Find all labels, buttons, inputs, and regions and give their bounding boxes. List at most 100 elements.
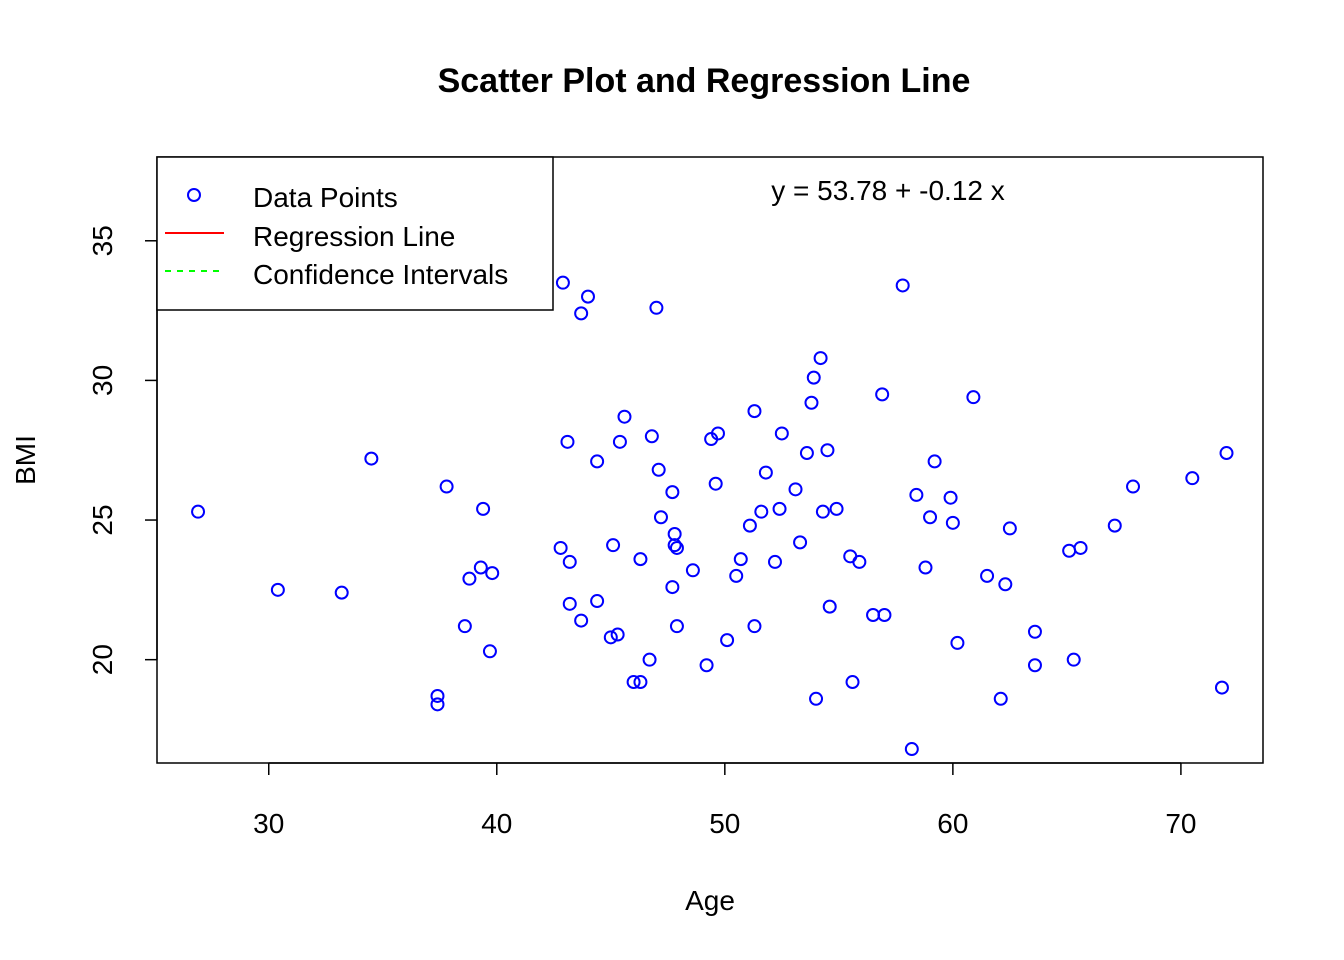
y-axis-label: BMI — [10, 435, 41, 485]
data-point — [1027, 624, 1042, 639]
data-point — [580, 289, 595, 304]
data-point — [710, 426, 725, 441]
data-point — [708, 476, 723, 491]
data-point — [845, 675, 860, 690]
data-point — [822, 599, 837, 614]
data-point — [476, 501, 491, 516]
y-tick-label: 20 — [87, 644, 118, 675]
data-point — [1002, 521, 1017, 536]
data-point — [642, 652, 657, 667]
data-point — [813, 351, 828, 366]
y-tick-label: 35 — [87, 225, 118, 256]
data-point — [364, 451, 379, 466]
data-point — [574, 613, 589, 628]
data-point — [742, 518, 757, 533]
y-tick-label: 30 — [87, 365, 118, 396]
y-tick-label: 25 — [87, 504, 118, 535]
legend-circle-icon — [187, 188, 201, 202]
data-point — [644, 429, 659, 444]
data-point — [1126, 479, 1141, 494]
data-point — [439, 479, 454, 494]
chart-title: Scatter Plot and Regression Line — [438, 62, 971, 100]
data-point — [809, 691, 824, 706]
data-point — [918, 560, 933, 575]
data-point — [649, 300, 664, 315]
data-point — [430, 688, 445, 703]
data-point — [562, 554, 577, 569]
data-point — [799, 446, 814, 461]
data-point — [1107, 518, 1122, 533]
data-point — [685, 563, 700, 578]
data-point — [788, 482, 803, 497]
data-point — [617, 409, 632, 424]
data-point — [747, 404, 762, 419]
data-point — [980, 568, 995, 583]
data-point — [667, 538, 682, 553]
data-point — [1185, 471, 1200, 486]
data-point — [877, 607, 892, 622]
data-point — [1062, 543, 1077, 558]
data-point — [669, 619, 684, 634]
data-point — [191, 504, 206, 519]
data-point — [430, 697, 445, 712]
data-point — [1219, 446, 1234, 461]
x-axis: 30 40 50 60 70 — [253, 762, 1196, 839]
data-point — [909, 487, 924, 502]
data-point — [633, 552, 648, 567]
data-point — [603, 630, 618, 645]
data-point — [829, 501, 844, 516]
data-point — [699, 658, 714, 673]
data-point — [612, 434, 627, 449]
data-point — [754, 504, 769, 519]
data-point — [747, 619, 762, 634]
x-tick-label: 50 — [709, 808, 740, 839]
data-point — [665, 580, 680, 595]
data-point — [943, 490, 958, 505]
data-point — [720, 633, 735, 648]
data-point — [866, 607, 881, 622]
legend-label-confidence-intervals: Confidence Intervals — [253, 259, 508, 290]
data-point — [457, 619, 472, 634]
legend-label-data-points: Data Points — [253, 182, 398, 213]
x-tick-label: 70 — [1165, 808, 1196, 839]
data-point — [875, 387, 890, 402]
data-point — [590, 454, 605, 469]
data-point — [482, 644, 497, 659]
data-point — [1027, 658, 1042, 673]
data-point — [793, 535, 808, 550]
data-point — [560, 434, 575, 449]
data-point — [555, 275, 570, 290]
data-point — [852, 554, 867, 569]
x-tick-label: 60 — [937, 808, 968, 839]
data-point — [923, 510, 938, 525]
legend-label-regression-line: Regression Line — [253, 221, 455, 252]
data-point — [610, 627, 625, 642]
data-point — [804, 395, 819, 410]
data-point — [270, 582, 285, 597]
data-point — [473, 560, 488, 575]
data-point — [815, 504, 830, 519]
data-point — [574, 306, 589, 321]
data-point — [462, 571, 477, 586]
data-point — [485, 566, 500, 581]
data-point — [904, 742, 919, 757]
data-point — [1214, 680, 1229, 695]
data-point — [993, 691, 1008, 706]
x-axis-label: Age — [685, 885, 735, 916]
data-point — [1066, 652, 1081, 667]
data-point — [651, 462, 666, 477]
data-point — [998, 577, 1013, 592]
data-point — [665, 485, 680, 500]
legend: Data Points Regression Line Confidence I… — [156, 156, 554, 311]
data-point — [669, 540, 684, 555]
data-point — [653, 510, 668, 525]
data-point — [626, 675, 641, 690]
data-point — [733, 552, 748, 567]
data-point — [606, 538, 621, 553]
data-point — [966, 390, 981, 405]
data-point — [945, 515, 960, 530]
y-axis: 20 25 30 35 — [87, 225, 158, 675]
data-point — [729, 568, 744, 583]
data-points — [191, 275, 1234, 757]
